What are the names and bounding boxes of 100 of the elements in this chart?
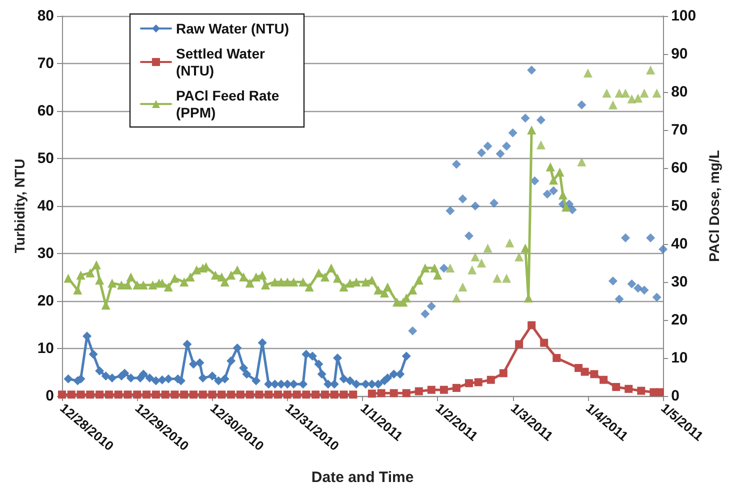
point <box>208 372 217 381</box>
point <box>326 263 336 272</box>
point <box>408 285 418 294</box>
point <box>314 360 324 369</box>
point <box>114 390 122 399</box>
y2-tick-label: 90 <box>671 46 688 62</box>
point <box>483 244 492 253</box>
point <box>552 354 561 362</box>
point <box>414 387 423 396</box>
point <box>161 390 170 399</box>
point <box>255 390 264 399</box>
point <box>208 390 216 399</box>
point <box>352 380 361 389</box>
point <box>658 244 668 254</box>
point <box>245 278 254 288</box>
point <box>402 389 410 398</box>
point <box>464 231 474 240</box>
point <box>621 233 630 242</box>
point <box>246 390 254 399</box>
point <box>346 278 355 288</box>
point <box>470 202 480 210</box>
point <box>236 390 244 399</box>
point <box>608 276 618 286</box>
point <box>430 263 440 272</box>
point <box>562 202 571 212</box>
point <box>86 268 95 278</box>
point <box>124 390 132 399</box>
point <box>258 270 267 280</box>
point <box>458 282 468 292</box>
legend-label: PACl Feed Rate (PPM) <box>176 88 284 120</box>
point <box>274 390 282 399</box>
point <box>340 390 348 399</box>
point <box>152 390 160 399</box>
point <box>542 190 552 199</box>
point <box>158 375 167 384</box>
point <box>646 233 656 242</box>
y2-axis-title: PACl Dose, mg/L <box>706 150 722 262</box>
point <box>470 252 480 262</box>
point <box>612 382 620 391</box>
point <box>226 356 236 366</box>
point <box>590 370 598 378</box>
y-tick-label: 0 <box>46 388 54 404</box>
point <box>392 298 402 307</box>
point <box>452 384 460 392</box>
point <box>164 374 173 384</box>
point <box>624 384 633 393</box>
point <box>474 378 482 386</box>
point <box>133 390 142 399</box>
point <box>540 338 548 347</box>
point <box>126 373 136 382</box>
point <box>260 280 270 290</box>
point <box>627 94 636 104</box>
point <box>502 142 512 151</box>
point <box>101 372 110 381</box>
point <box>349 390 358 399</box>
point <box>383 282 392 292</box>
point <box>227 390 236 399</box>
point <box>186 272 195 282</box>
point <box>486 376 495 384</box>
point <box>464 379 473 388</box>
point <box>145 373 154 382</box>
point <box>189 390 198 399</box>
y2-tick-label: 60 <box>671 160 688 176</box>
point <box>608 100 618 110</box>
y-axis-title: Turbidity, NTU <box>11 158 28 254</box>
point <box>298 380 308 389</box>
point <box>555 168 564 177</box>
point <box>73 285 82 294</box>
point <box>367 276 376 285</box>
point <box>574 364 583 372</box>
point <box>292 390 301 399</box>
point <box>108 278 117 288</box>
point <box>549 186 558 196</box>
y-tick-label: 30 <box>37 245 54 262</box>
point <box>492 274 502 283</box>
point <box>220 374 230 384</box>
point <box>312 390 320 399</box>
point <box>446 263 455 272</box>
point <box>88 350 98 359</box>
y2-tick-label: 10 <box>671 350 688 366</box>
point <box>346 376 355 386</box>
point <box>226 270 236 280</box>
point <box>383 373 392 382</box>
point <box>308 352 317 361</box>
point <box>218 390 226 399</box>
y2-tick-label: 100 <box>671 8 696 24</box>
point <box>527 66 536 75</box>
point <box>239 363 248 372</box>
point <box>640 88 649 98</box>
point <box>302 350 311 359</box>
y-tick-label: 50 <box>37 150 54 167</box>
point <box>426 302 436 311</box>
y-tick-label: 10 <box>37 340 54 357</box>
point <box>634 284 643 293</box>
point <box>104 390 113 399</box>
point <box>283 390 292 399</box>
y-tick-label: 60 <box>37 102 54 120</box>
point <box>170 274 180 283</box>
point <box>320 272 330 282</box>
point <box>116 280 126 290</box>
